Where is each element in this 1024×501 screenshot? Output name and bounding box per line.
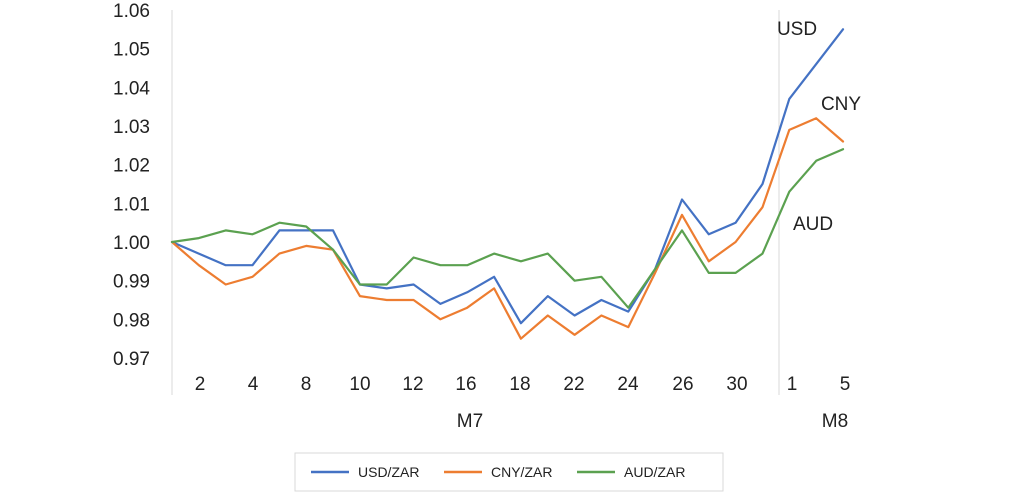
series-line-aud (170, 148, 845, 309)
x-tick-label: 1 (787, 374, 798, 395)
y-tick-label: 1.06 (113, 1, 150, 22)
x-tick-label: 30 (726, 374, 747, 395)
x-tick-label: 18 (509, 374, 530, 395)
y-tick-label: 0.99 (113, 272, 150, 293)
x-tick-label: 8 (301, 374, 312, 395)
x-axis: 2 4 8 10 12 16 18 22 24 26 30 1 5M7 M8 (171, 10, 851, 432)
legend: USD/ZAR CNY/ZAR AUD/ZAR (294, 452, 724, 492)
x-tick-label: 22 (563, 374, 584, 395)
month-label: M8 (822, 411, 848, 432)
series-line-cny (170, 117, 845, 340)
x-tick-label: 5 (840, 374, 851, 395)
y-tick-label: 0.98 (113, 310, 150, 331)
legend-label-usd: USD/ZAR (358, 464, 419, 480)
y-tick-label: 0.97 (113, 349, 150, 370)
y-tick-label: 1.00 (113, 233, 150, 254)
y-tick-label: 1.04 (113, 78, 150, 99)
y-axis: 1.06 1.05 1.04 1.03 1.02 1.01 1.00 0.99 0.98 0.97 (113, 1, 150, 370)
series-end-label-usd: USD (777, 19, 817, 40)
series-end-labels: USD CNY AUD (777, 19, 861, 235)
x-tick-label: 16 (455, 374, 476, 395)
x-tick-label: 2 (195, 374, 206, 395)
x-tick-label: 12 (402, 374, 423, 395)
series-line-usd (170, 28, 845, 325)
x-tick-label: 10 (349, 374, 370, 395)
y-tick-label: 1.05 (113, 40, 150, 61)
legend-box (294, 452, 724, 492)
series-end-label-aud: AUD (793, 214, 833, 235)
series-lines (170, 28, 845, 340)
x-tick-label: 26 (672, 374, 693, 395)
legend-label-aud: AUD/ZAR (624, 464, 685, 480)
y-tick-label: 1.03 (113, 117, 150, 138)
y-tick-label: 1.02 (113, 156, 150, 177)
x-tick-label: 24 (617, 374, 639, 395)
series-end-label-cny: CNY (821, 94, 861, 115)
month-label: M7 (457, 411, 483, 432)
y-tick-label: 1.01 (113, 194, 150, 215)
legend-label-cny: CNY/ZAR (491, 464, 552, 480)
x-tick-label: 4 (248, 374, 259, 395)
